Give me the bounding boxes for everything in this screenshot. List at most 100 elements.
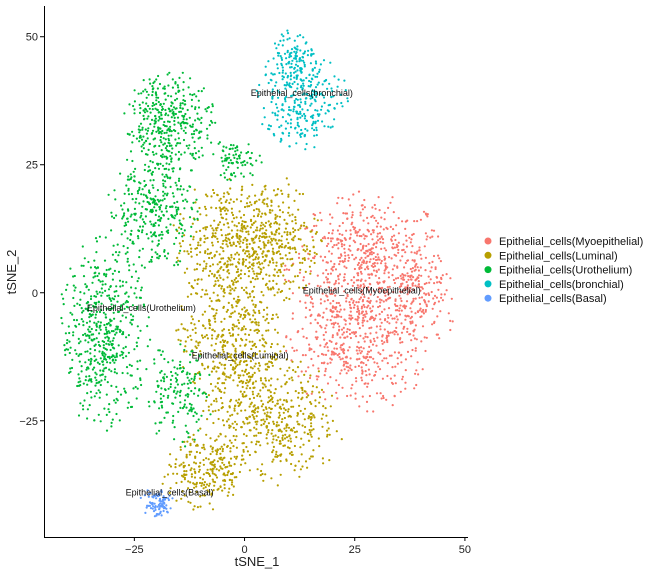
data-point — [366, 320, 369, 323]
data-point — [121, 208, 124, 211]
data-point — [246, 255, 249, 258]
data-point — [284, 383, 287, 386]
data-point — [213, 255, 216, 258]
data-point — [441, 274, 444, 277]
data-point — [163, 388, 167, 391]
data-point — [354, 231, 357, 234]
data-point — [387, 271, 390, 274]
data-point — [327, 104, 330, 107]
data-point — [330, 358, 333, 361]
data-point — [173, 201, 176, 205]
data-point — [291, 317, 294, 320]
data-point — [174, 377, 177, 380]
data-point — [220, 287, 223, 290]
data-point — [353, 267, 356, 271]
data-point — [210, 195, 213, 198]
data-point — [74, 286, 77, 289]
data-point — [148, 107, 151, 110]
data-point — [87, 358, 90, 361]
data-point — [348, 244, 351, 247]
data-point — [172, 167, 175, 170]
data-point — [124, 252, 127, 255]
data-point — [322, 59, 326, 62]
data-point — [258, 263, 262, 266]
data-point — [421, 287, 424, 290]
data-point — [285, 280, 288, 283]
data-point — [341, 357, 344, 360]
data-point — [228, 147, 231, 151]
data-point — [356, 272, 359, 275]
data-point — [330, 240, 333, 243]
data-point — [205, 483, 209, 486]
data-point — [104, 283, 107, 286]
data-point — [168, 144, 171, 147]
data-point — [277, 43, 280, 46]
data-point — [374, 274, 377, 277]
data-point — [425, 336, 428, 339]
data-point — [146, 200, 149, 204]
data-point — [382, 349, 385, 352]
data-point — [130, 286, 133, 289]
data-point — [289, 55, 293, 58]
data-point — [97, 279, 100, 282]
data-point — [163, 475, 166, 478]
data-point — [352, 281, 356, 284]
data-point — [261, 334, 264, 337]
data-point — [204, 193, 208, 196]
data-point — [228, 376, 231, 379]
data-point — [249, 201, 252, 204]
data-point — [236, 301, 239, 305]
data-point — [195, 491, 198, 494]
data-point — [233, 310, 236, 313]
data-point — [279, 39, 282, 43]
data-point — [387, 293, 390, 296]
data-point — [337, 247, 340, 250]
data-point — [258, 229, 261, 232]
data-point — [85, 302, 88, 305]
data-point — [310, 259, 313, 262]
data-point — [242, 317, 245, 320]
data-point — [329, 289, 332, 292]
data-point — [349, 318, 352, 321]
data-point — [228, 478, 232, 481]
data-point — [233, 325, 236, 328]
data-point — [229, 355, 232, 358]
data-point — [397, 351, 401, 354]
data-point — [201, 324, 205, 327]
data-point — [291, 429, 294, 432]
data-point — [288, 447, 291, 450]
data-point — [341, 105, 344, 108]
data-point — [253, 342, 256, 345]
data-point — [97, 301, 100, 304]
data-point — [197, 319, 200, 323]
data-point — [213, 399, 216, 402]
data-point — [113, 269, 116, 272]
data-point — [232, 379, 235, 382]
data-point — [293, 469, 296, 472]
data-point — [223, 159, 226, 162]
data-point — [214, 232, 217, 235]
data-point — [165, 157, 168, 160]
data-point — [185, 144, 188, 147]
data-point — [243, 422, 246, 425]
data-point — [231, 161, 234, 165]
data-point — [130, 192, 133, 196]
data-point — [311, 68, 314, 71]
data-point — [339, 304, 342, 307]
data-point — [289, 415, 292, 418]
data-point — [200, 116, 203, 119]
data-point — [253, 272, 256, 275]
data-point — [281, 436, 284, 440]
data-point — [121, 353, 124, 356]
data-point — [98, 235, 101, 238]
data-point — [410, 339, 413, 342]
data-point — [163, 92, 166, 95]
data-point — [284, 278, 287, 281]
data-point — [324, 370, 327, 373]
data-point — [151, 161, 154, 164]
data-point — [190, 467, 193, 470]
data-point — [304, 42, 307, 45]
data-point — [383, 255, 386, 258]
data-point — [416, 220, 419, 223]
data-point — [416, 310, 420, 314]
